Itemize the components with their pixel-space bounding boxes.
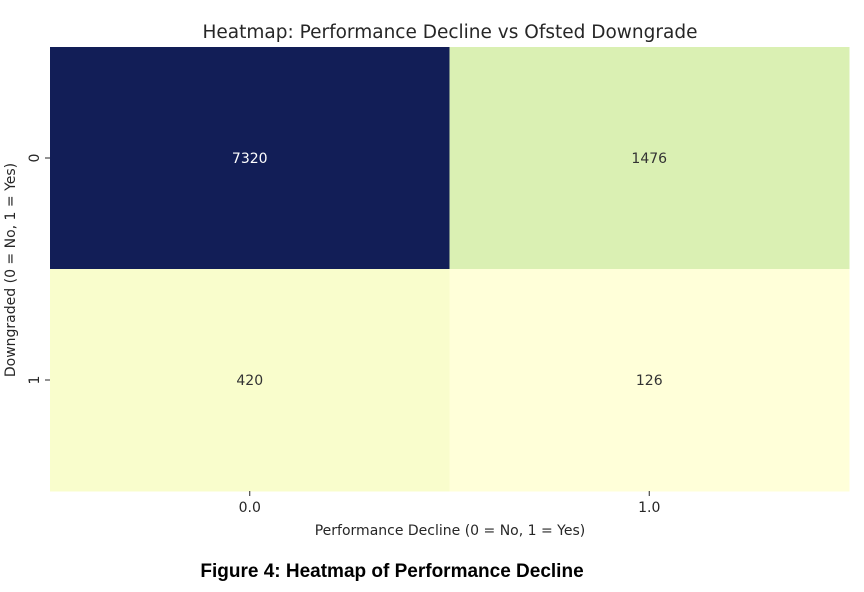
heatmap-cells: 7320 1476 420 126 bbox=[50, 47, 850, 492]
x-tick-label: 1.0 bbox=[638, 500, 660, 516]
heatmap-cell-1-0 bbox=[50, 269, 450, 492]
heatmap-cell-0-0 bbox=[50, 47, 450, 270]
cell-value-label-1-0: 420 bbox=[236, 373, 263, 389]
cell-value-label-0-1: 1476 bbox=[631, 151, 667, 167]
heatmap-cell-1-1 bbox=[449, 269, 850, 492]
y-tick-label: 0 bbox=[27, 154, 43, 163]
x-axis-ticks: 0.0 1.0 bbox=[239, 491, 660, 516]
cell-value-label-1-1: 126 bbox=[636, 373, 663, 389]
y-axis-ticks: 01 bbox=[27, 154, 50, 385]
x-tick-label: 0.0 bbox=[239, 500, 261, 516]
heatmap-cell-0-1 bbox=[449, 47, 850, 270]
cell-value-label-0-0: 7320 bbox=[232, 151, 268, 167]
chart-title: Heatmap: Performance Decline vs Ofsted D… bbox=[203, 22, 698, 43]
y-tick-label: 1 bbox=[27, 376, 43, 385]
y-axis-label: Downgraded (0 = No, 1 = Yes) bbox=[3, 163, 19, 377]
figure-caption: Figure 4: Heatmap of Performance Decline bbox=[200, 561, 584, 582]
x-axis-label: Performance Decline (0 = No, 1 = Yes) bbox=[315, 523, 586, 539]
